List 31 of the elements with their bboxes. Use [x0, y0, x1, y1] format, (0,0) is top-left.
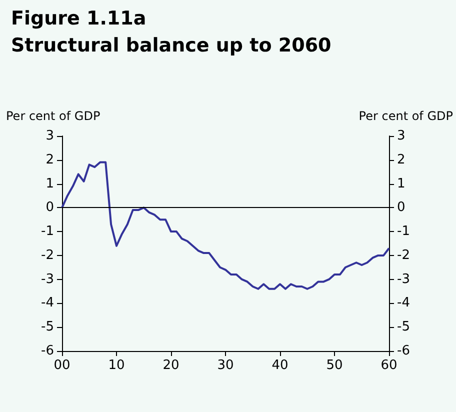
y-tick-label: -2: [41, 248, 54, 263]
x-tick-label: 30: [217, 358, 234, 373]
y2-tick-label: -2: [397, 248, 410, 263]
y2-tick-label: 3: [397, 128, 406, 144]
y-axis-title: Per cent of GDP: [6, 109, 100, 123]
y2-tick-label: 0: [397, 200, 406, 216]
y2-tick-label: -6: [397, 344, 410, 358]
y2-tick-label: -3: [397, 272, 410, 287]
y-tick-label: -3: [41, 272, 54, 287]
y-tick-label: 2: [46, 152, 54, 168]
x-tick-label: 20: [162, 358, 180, 373]
y2-tick-label: 1: [397, 176, 406, 192]
y2-axis-title: Per cent of GDP: [358, 109, 453, 123]
y2-tick-label: -5: [397, 320, 410, 335]
x-tick-label: 60: [380, 358, 398, 373]
y-tick-label: -6: [41, 344, 54, 358]
x-tick-label: 10: [108, 358, 125, 373]
y2-tick-label: -1: [397, 224, 410, 240]
y-tick-label: -1: [41, 224, 54, 240]
x-tick-label: 40: [272, 358, 288, 373]
y2-tick-label: -4: [397, 296, 410, 311]
x-tick-label: 00: [54, 358, 70, 373]
y-tick-label: 1: [46, 176, 54, 192]
x-tick-label: 50: [326, 358, 343, 373]
chart-subtitle: Structural balance up to 2060: [11, 34, 332, 56]
chart-title: Figure 1.11a: [11, 8, 146, 30]
y-tick-label: -4: [41, 296, 54, 311]
y2-tick-label: 2: [397, 152, 406, 168]
y-tick-label: -5: [41, 320, 54, 335]
y-tick-label: 0: [46, 200, 54, 216]
y-tick-label: 3: [46, 128, 54, 144]
